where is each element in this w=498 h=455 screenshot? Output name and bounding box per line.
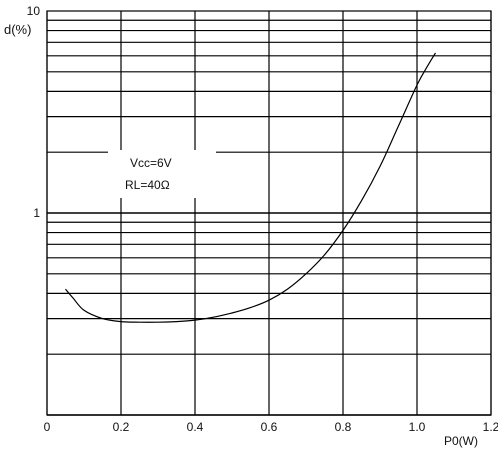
annotation-background (108, 150, 216, 198)
distortion-curve (65, 52, 437, 323)
x-tick-label: 0.4 (187, 420, 204, 434)
x-tick-label: 1.0 (409, 420, 426, 434)
x-tick-label: 0 (44, 420, 51, 434)
x-tick-label: 0.2 (113, 420, 130, 434)
y-tick-label: 10 (27, 4, 41, 18)
y-axis-label: d(%) (4, 22, 31, 37)
x-tick-label: 0.8 (335, 420, 352, 434)
tick-labels: 0 0.2 0.4 0.6 0.8 1.0 1.2 1 10 (27, 4, 498, 434)
annotation-vcc: Vcc=6V (130, 156, 172, 170)
x-axis-label: P0(W) (444, 434, 478, 448)
y-tick-label: 1 (33, 206, 40, 220)
x-tick-label: 0.6 (261, 420, 278, 434)
plot-frame (46, 10, 492, 416)
series-group (65, 52, 437, 323)
x-tick-label: 1.2 (483, 420, 498, 434)
annotation-rl: RL=40Ω (125, 178, 170, 192)
